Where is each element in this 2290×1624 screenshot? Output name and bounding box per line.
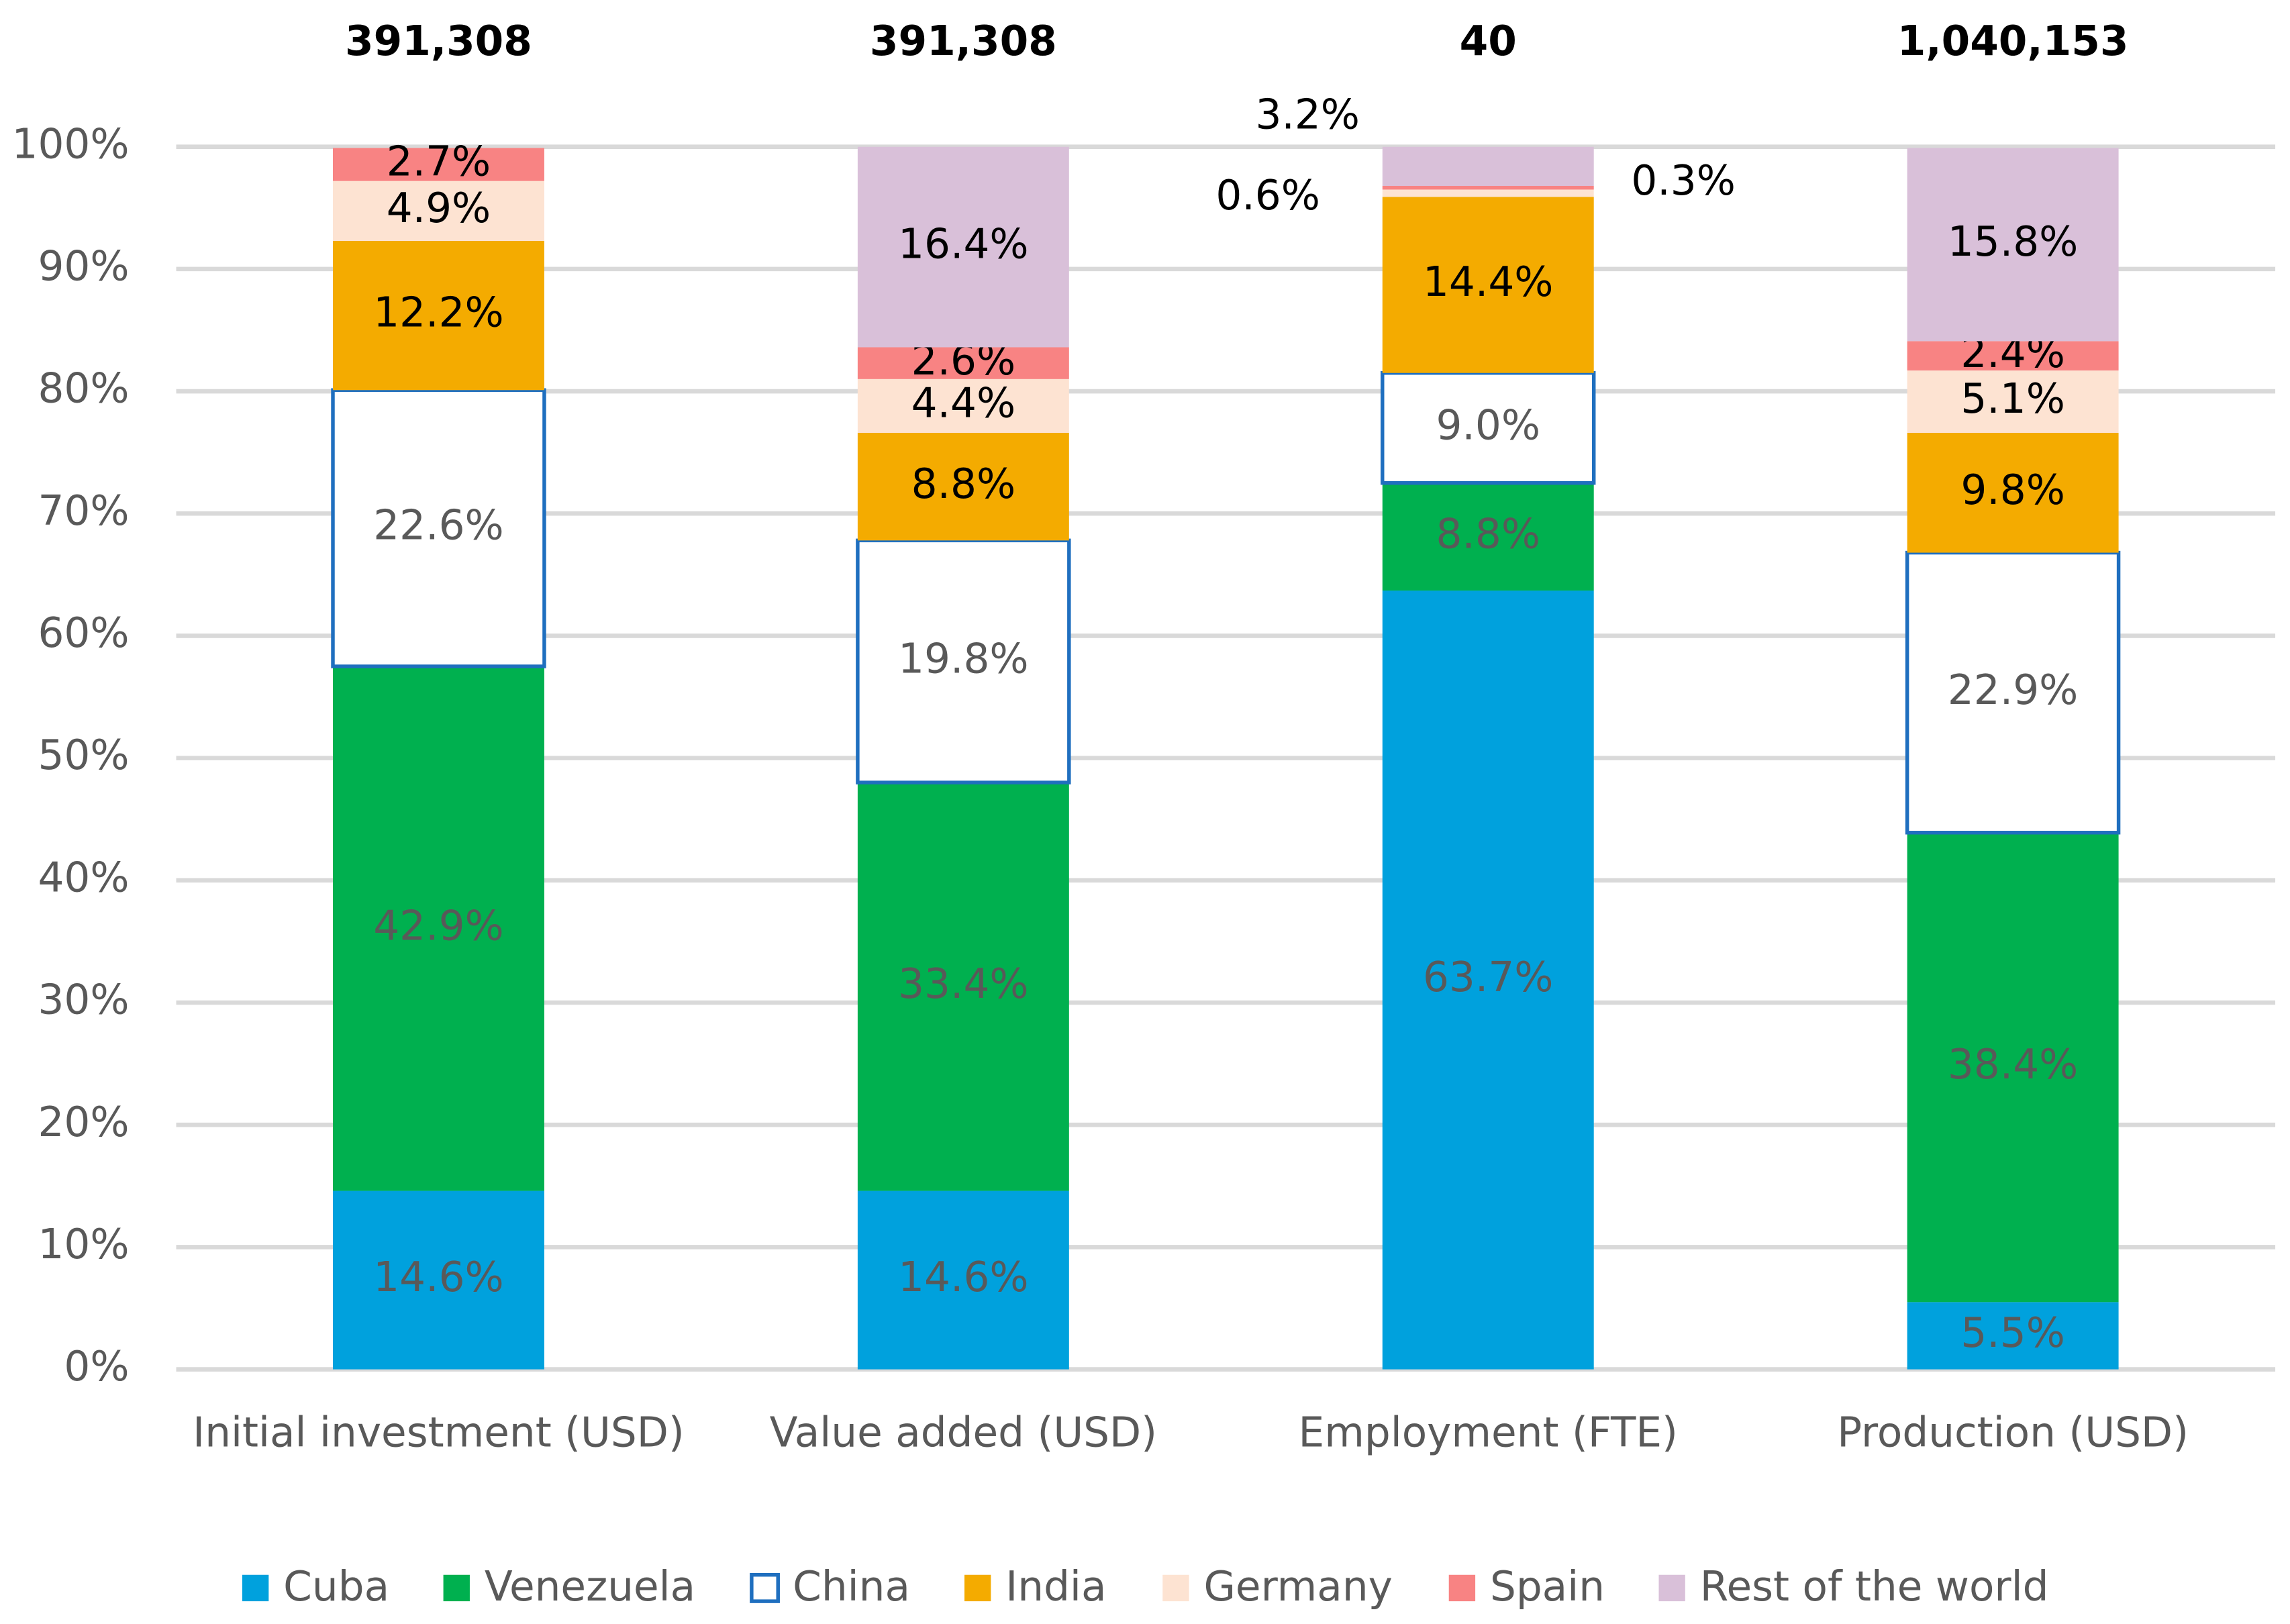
y-tick-label: 30%	[38, 976, 129, 1024]
value-label: 5.1%	[1960, 375, 2065, 423]
value-label: 8.8%	[1436, 510, 1540, 558]
value-label: 14.6%	[373, 1254, 503, 1301]
total-label: 391,308	[345, 17, 532, 65]
bar-segment	[333, 240, 544, 391]
total-label: 40	[1460, 17, 1517, 65]
value-label: 19.8%	[898, 635, 1028, 682]
bar-segment	[1907, 832, 2119, 1303]
x-tick-label: Production (USD)	[1837, 1409, 2189, 1457]
total-label: 391,308	[870, 17, 1057, 65]
value-label: 3.2%	[1255, 91, 1360, 139]
y-tick-label: 10%	[38, 1221, 129, 1268]
y-tick-label: 70%	[38, 487, 129, 535]
x-tick-label: Employment (FTE)	[1299, 1409, 1678, 1457]
y-tick-label: 40%	[38, 854, 129, 901]
total-label: 1,040,153	[1897, 17, 2129, 65]
bar-segment	[1382, 186, 1594, 190]
y-tick-label: 60%	[38, 609, 129, 657]
value-label: 8.8%	[911, 460, 1016, 508]
legend-label: Rest of the world	[1700, 1563, 2049, 1611]
legend-swatch	[443, 1574, 470, 1602]
value-label: 2.7%	[387, 138, 491, 186]
bar-segment	[333, 666, 544, 1191]
bar-segment	[857, 146, 1069, 348]
value-label: 9.8%	[1960, 466, 2065, 514]
bar-segment	[1907, 370, 2119, 434]
value-label: 22.6%	[373, 502, 503, 550]
y-tick-label: 80%	[38, 365, 129, 413]
bar-segment	[1382, 189, 1594, 197]
bar-segment	[857, 347, 1069, 379]
y-tick-label: 0%	[64, 1343, 129, 1390]
bar-segment	[1905, 550, 2121, 835]
bar-segment	[856, 538, 1071, 784]
legend-label: Venezuela	[485, 1563, 695, 1611]
value-label: 12.2%	[373, 289, 503, 337]
value-label: 0.6%	[1215, 172, 1320, 219]
y-tick-label: 90%	[38, 242, 129, 290]
bar-segment	[1907, 341, 2119, 371]
legend-label: India	[1005, 1563, 1106, 1611]
bar-segment	[1382, 146, 1594, 187]
y-tick-label: 20%	[38, 1099, 129, 1146]
value-label: 5.5%	[1960, 1309, 2065, 1357]
bar-segment	[1382, 591, 1594, 1370]
legend-swatch	[242, 1574, 269, 1602]
value-label: 9.0%	[1436, 401, 1540, 449]
bar-segment	[1382, 483, 1594, 591]
legend-swatch	[1658, 1574, 1685, 1602]
value-label: 33.4%	[898, 960, 1028, 1008]
legend-label: Spain	[1490, 1563, 1605, 1611]
legend-swatch	[750, 1572, 780, 1603]
bar-segment	[857, 378, 1069, 434]
y-tick-label: 50%	[38, 731, 129, 779]
bar-segment	[1907, 1302, 2119, 1370]
y-tick-label: 100%	[12, 120, 130, 168]
bar-segment	[857, 1190, 1069, 1370]
x-tick-label: Initial investment (USD)	[193, 1409, 685, 1457]
value-label: 14.6%	[898, 1254, 1028, 1301]
legend-swatch	[964, 1574, 991, 1602]
value-label: 15.8%	[1948, 218, 2078, 266]
value-label: 22.9%	[1948, 666, 2078, 714]
value-label: 63.7%	[1423, 954, 1553, 1001]
value-label: 42.9%	[373, 902, 503, 950]
legend-label: Germany	[1203, 1563, 1392, 1611]
value-label: 14.4%	[1423, 258, 1553, 306]
value-label: 4.4%	[911, 380, 1016, 427]
x-tick-label: Value added (USD)	[770, 1409, 1157, 1457]
value-label: 4.9%	[387, 185, 491, 232]
bar-segment	[1907, 433, 2119, 553]
value-label: 38.4%	[1948, 1041, 2078, 1088]
legend-label: China	[793, 1563, 910, 1611]
bar-segment	[333, 1190, 544, 1370]
legend-swatch	[1448, 1574, 1476, 1602]
value-label: 16.4%	[898, 221, 1028, 268]
bar-segment	[333, 148, 544, 181]
bar-segment	[1381, 371, 1596, 485]
legend-label: Cuba	[283, 1563, 389, 1611]
bar-segment	[857, 433, 1069, 541]
bar-segment	[331, 388, 546, 668]
bar-segment	[1907, 148, 2119, 342]
bar-segment	[333, 181, 544, 241]
bar-segment	[1382, 197, 1594, 373]
value-label: 0.3%	[1631, 157, 1736, 205]
legend-swatch	[1162, 1574, 1189, 1602]
bar-segment	[857, 782, 1069, 1191]
